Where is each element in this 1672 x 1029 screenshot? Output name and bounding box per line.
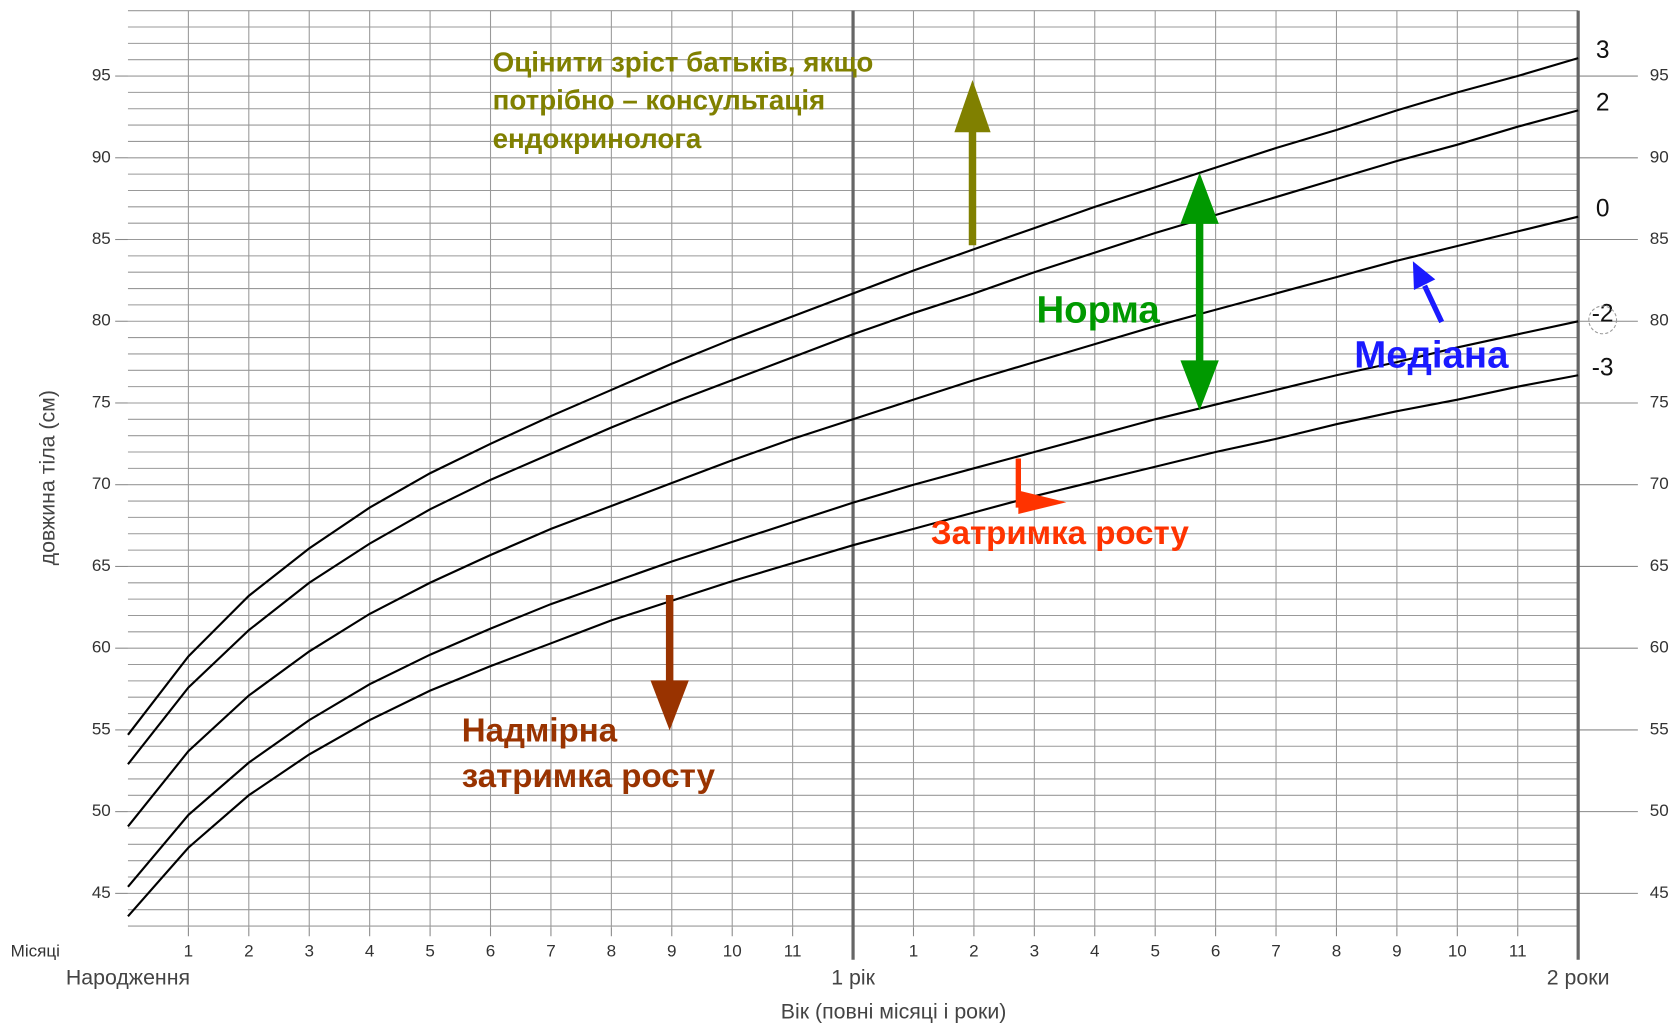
x-tick-label: 2 [969,942,978,961]
x-tick-label: 9 [1392,942,1401,961]
x-tick-label: 5 [425,942,434,961]
series-label: 3 [1596,37,1610,64]
y-tick-label: 75 [92,392,111,411]
series-line [127,320,1579,888]
annotations: Оцінити зріст батьків, якщо потрібно – ко… [462,46,1509,795]
period-label: Народження [66,966,190,990]
x-tick-label: 5 [1150,942,1159,961]
series-line [127,215,1579,828]
x-row-label: Місяці [11,942,60,961]
x-tick-label: 8 [607,942,616,961]
arrows [650,79,1618,731]
arrow-head [1180,360,1219,411]
x-tick-label: 7 [1271,942,1280,961]
y-tick-label-right: 70 [1650,474,1669,493]
annotation: ендокринолога [493,123,702,154]
period-label: 2 роки [1547,966,1610,990]
period-label: 1 рік [831,966,875,990]
annotation: Оцінити зріст батьків, якщо [493,46,874,77]
y-tick-label-right: 50 [1650,801,1669,820]
x-tick-label: 6 [486,942,495,961]
y-axis-label: довжина тіла (см) [36,390,60,565]
x-tick-label: 4 [1090,942,1099,961]
x-axis-label: Вік (повні місяці і роки) [781,1000,1007,1024]
x-tick-label: 11 [784,942,802,961]
y-tick-label: 50 [92,801,111,820]
y-tick-label-right: 65 [1650,556,1669,575]
y-tick-label: 60 [92,638,111,657]
arrow-head [650,680,689,731]
x-tick-label: 3 [304,942,313,961]
y-tick-label-right: 55 [1650,719,1669,738]
arrow-head [1180,172,1219,224]
x-tick-label: 1 [909,942,918,961]
x-tick-label: 2 [244,942,253,961]
y-tick-label-right: 95 [1650,66,1669,85]
y-tick-label-right: 60 [1650,638,1669,657]
annotation: затримка росту [462,758,716,795]
y-tick-label-right: 45 [1650,883,1669,902]
annotation: Норма [1036,289,1160,332]
arrow-head [954,79,991,133]
x-tick-label: 4 [365,942,374,961]
arrow-head [1018,490,1067,514]
series-label: -3 [1592,354,1614,381]
x-tick-label: 6 [1211,942,1220,961]
series-label: 0 [1596,196,1610,223]
label-circle [1588,305,1618,335]
y-tick-label: 95 [92,66,111,85]
annotation: Надмірна [462,712,618,749]
x-tick-label: 9 [667,942,676,961]
annotation: Затримка росту [931,515,1190,552]
arrow [1422,284,1445,324]
y-tick-label-right: 85 [1650,229,1669,248]
series-line [127,57,1579,736]
series-line [127,109,1579,765]
annotation: Медіана [1354,333,1509,376]
y-tick-label: 80 [92,311,111,330]
x-tick-label: 10 [1448,942,1467,961]
marks: 3 2 0 -2 -3 [127,37,1614,917]
y-tick-label: 55 [92,719,111,738]
y-tick-label: 85 [92,229,111,248]
x-tick-label: 8 [1332,942,1341,961]
series-label: -2 [1592,300,1614,327]
arrow-head [1412,261,1436,291]
y-tick-label: 65 [92,556,111,575]
x-tick-label: 1 [184,942,193,961]
series-label: 2 [1596,89,1610,116]
y-tick-label-right: 90 [1650,147,1669,166]
y-tick-label-right: 75 [1650,392,1669,411]
y-tick-label: 70 [92,474,111,493]
y-tick-label: 90 [92,147,111,166]
y-tick-label: 45 [92,883,111,902]
y-tick-label-right: 80 [1650,311,1669,330]
annotation: потрібно – консультація [493,85,826,116]
x-tick-label: 7 [546,942,555,961]
x-tick-label: 11 [1509,942,1527,961]
series-line [127,374,1579,917]
x-tick-label: 3 [1030,942,1039,961]
x-tick-label: 10 [723,942,742,961]
